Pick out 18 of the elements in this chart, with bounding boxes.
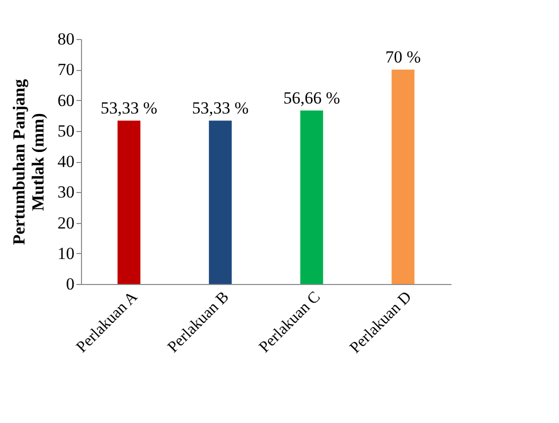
y-tick-label: 70: [58, 60, 74, 80]
bar: [392, 70, 414, 284]
y-tick-label: 0: [66, 274, 74, 294]
y-tick-label: 40: [58, 152, 74, 171]
data-label: 70 %: [385, 48, 421, 67]
bar: [300, 110, 324, 284]
y-tick-label: 20: [58, 213, 74, 232]
bar: [208, 120, 232, 284]
y-tick-label: 60: [58, 90, 74, 110]
y-tick-label: 30: [58, 182, 74, 202]
data-label: 53,33 %: [100, 98, 158, 118]
y-tick-label: 50: [58, 121, 74, 140]
data-label: 56,66 %: [283, 88, 340, 108]
y-axis-title: Pertumbuhan Panjang Mutlak (mm): [10, 78, 48, 245]
bar: [118, 120, 140, 284]
y-tick-label: 10: [58, 244, 74, 263]
data-label: 53,33 %: [192, 98, 249, 118]
y-tick-label: 80: [58, 30, 74, 48]
